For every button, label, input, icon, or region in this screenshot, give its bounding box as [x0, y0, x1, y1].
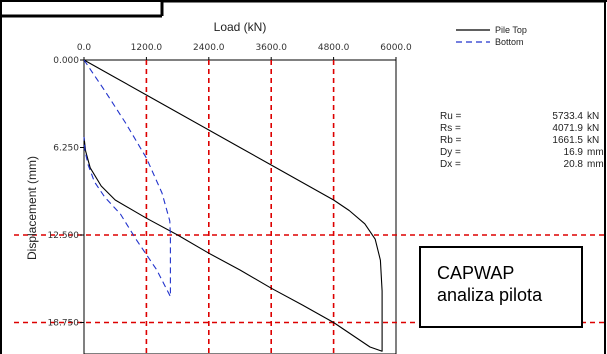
plot-area [83, 59, 397, 354]
x-tick-label-3: 3600.0 [255, 43, 287, 53]
results-table: Ru = 5733.4 kN Rs = 4071.9 kN Rb = 1661.… [440, 111, 604, 170]
x-tick-label-5: 6000.0 [380, 43, 412, 53]
legend-label-bottom: Bottom [495, 37, 524, 47]
y-tick-label-3: 18.750 [48, 319, 80, 329]
result-value-dy: 16.9 [564, 147, 584, 158]
x-tick-label-1: 1200.0 [131, 43, 163, 53]
result-label-dx: Dx = [440, 159, 461, 170]
legend-label-pile-top: Pile Top [495, 25, 527, 35]
series-line-pile-top [83, 59, 383, 352]
x-tick-label-2: 2400.0 [193, 43, 225, 53]
result-unit-rs: kN [587, 123, 599, 134]
result-label-dy: Dy = [440, 147, 461, 158]
x-axis-title: Load (kN) [214, 20, 267, 34]
result-unit-rb: kN [587, 135, 599, 146]
x-axis-ticks: 0.0 1200.0 2400.0 3600.0 4800.0 6000.0 [77, 43, 412, 60]
result-value-ru: 5733.4 [552, 111, 583, 122]
y-tick-label-0: 0.000 [53, 56, 79, 66]
result-value-rs: 4071.9 [552, 123, 583, 134]
result-value-rb: 1661.5 [552, 135, 583, 146]
series-line-bottom [83, 59, 171, 298]
y-axis-ticks: 0.000 6.250 12.500 18.750 [48, 56, 84, 329]
caption-line-1: CAPWAP [437, 263, 515, 283]
result-unit-dy: mm [587, 147, 604, 158]
x-tick-label-4: 4800.0 [318, 43, 350, 53]
series-group [83, 59, 383, 352]
x-tick-label-0: 0.0 [77, 43, 92, 53]
result-unit-ru: kN [587, 111, 599, 122]
caption-box: CAPWAP analiza pilota [419, 246, 583, 328]
y-axis-title: Displacement (mm) [25, 156, 39, 260]
result-label-rb: Rb = [440, 135, 462, 146]
grid [14, 60, 605, 354]
result-label-rs: Rs = [440, 123, 461, 134]
caption-line-2: analiza pilota [437, 285, 543, 305]
y-tick-label-1: 6.250 [53, 144, 79, 154]
y-tick-label-2: 12.500 [48, 231, 80, 241]
result-value-dx: 20.8 [564, 159, 584, 170]
result-unit-dx: mm [587, 159, 604, 170]
legend: Pile Top Bottom [456, 25, 527, 47]
result-label-ru: Ru = [440, 111, 462, 122]
